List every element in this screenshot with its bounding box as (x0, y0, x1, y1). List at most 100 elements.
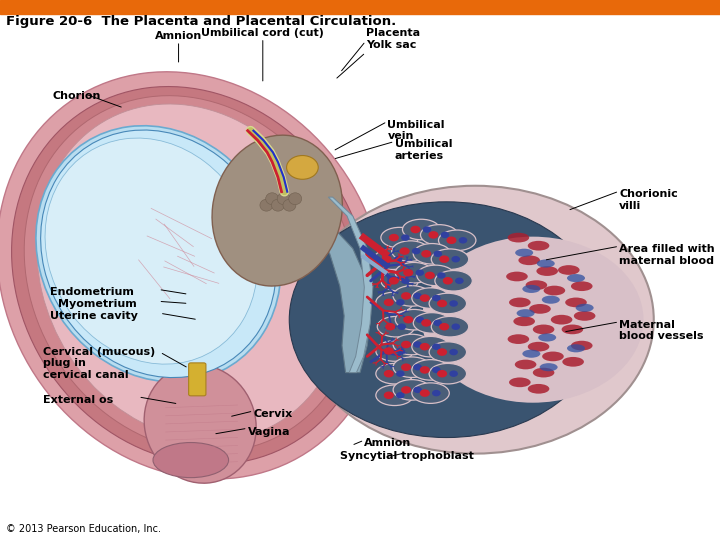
Circle shape (433, 320, 442, 326)
Ellipse shape (523, 350, 540, 358)
Circle shape (439, 323, 449, 330)
Circle shape (449, 300, 458, 307)
Ellipse shape (576, 303, 593, 312)
Circle shape (432, 295, 441, 301)
Ellipse shape (515, 360, 536, 369)
Circle shape (401, 341, 411, 348)
Circle shape (437, 370, 447, 377)
Circle shape (389, 234, 399, 241)
Text: Yolk sac: Yolk sac (366, 39, 416, 50)
Ellipse shape (537, 259, 554, 267)
Ellipse shape (438, 230, 476, 251)
Ellipse shape (542, 352, 564, 361)
Circle shape (451, 256, 460, 262)
Ellipse shape (153, 443, 229, 477)
Ellipse shape (376, 385, 413, 406)
Circle shape (439, 255, 449, 263)
Circle shape (455, 278, 464, 284)
Ellipse shape (558, 265, 580, 275)
Ellipse shape (529, 304, 551, 314)
Circle shape (400, 247, 410, 255)
Ellipse shape (412, 383, 449, 403)
Ellipse shape (429, 363, 467, 384)
Circle shape (410, 226, 420, 233)
Text: Vagina: Vagina (248, 427, 290, 437)
Ellipse shape (260, 199, 273, 211)
Ellipse shape (574, 311, 595, 321)
Circle shape (412, 248, 420, 254)
Circle shape (401, 278, 410, 284)
Text: Endometrium: Endometrium (50, 287, 134, 298)
Ellipse shape (567, 345, 585, 353)
Ellipse shape (271, 199, 284, 211)
Ellipse shape (513, 316, 535, 326)
Ellipse shape (429, 293, 467, 314)
Ellipse shape (431, 316, 469, 337)
Text: Cervical (mucous)
plug in
cervical canal: Cervical (mucous) plug in cervical canal (43, 347, 156, 380)
Ellipse shape (381, 271, 418, 291)
Ellipse shape (508, 334, 529, 344)
Ellipse shape (509, 298, 531, 307)
Ellipse shape (517, 309, 534, 318)
Text: Umbilical
arteries: Umbilical arteries (395, 139, 452, 161)
FancyBboxPatch shape (189, 363, 206, 396)
Circle shape (413, 387, 422, 393)
Circle shape (446, 237, 456, 244)
Circle shape (394, 256, 402, 262)
Circle shape (421, 250, 431, 258)
Ellipse shape (523, 285, 540, 293)
Ellipse shape (395, 309, 433, 330)
Circle shape (420, 294, 430, 302)
Circle shape (449, 370, 458, 377)
Text: Umbilical
vein: Umbilical vein (387, 120, 445, 141)
Ellipse shape (376, 341, 413, 361)
Circle shape (413, 293, 422, 299)
Text: Placenta: Placenta (366, 28, 420, 38)
Ellipse shape (395, 262, 433, 283)
Ellipse shape (381, 227, 418, 248)
Circle shape (403, 269, 413, 276)
Ellipse shape (508, 233, 529, 242)
Circle shape (423, 226, 431, 233)
Ellipse shape (393, 357, 431, 377)
Ellipse shape (377, 316, 415, 337)
Ellipse shape (539, 333, 557, 342)
Ellipse shape (509, 377, 531, 387)
Ellipse shape (12, 86, 370, 464)
Text: Amnion: Amnion (155, 31, 202, 41)
Circle shape (396, 348, 405, 354)
Ellipse shape (565, 298, 587, 307)
Ellipse shape (533, 368, 554, 377)
Polygon shape (328, 197, 373, 373)
Circle shape (384, 392, 394, 399)
Circle shape (425, 272, 435, 279)
Text: Chorion: Chorion (53, 91, 101, 101)
Circle shape (396, 299, 405, 306)
Circle shape (401, 234, 410, 241)
Ellipse shape (571, 341, 593, 350)
Circle shape (384, 347, 394, 355)
Ellipse shape (374, 249, 411, 269)
Circle shape (441, 232, 449, 238)
Circle shape (403, 316, 413, 323)
Ellipse shape (36, 126, 281, 382)
Circle shape (437, 300, 447, 307)
Circle shape (385, 323, 395, 330)
Ellipse shape (412, 288, 449, 308)
Ellipse shape (0, 72, 384, 479)
Text: Area filled with
maternal blood: Area filled with maternal blood (619, 244, 715, 266)
Circle shape (433, 251, 442, 257)
Circle shape (287, 156, 318, 179)
Ellipse shape (562, 325, 583, 334)
Text: Cervix: Cervix (253, 409, 293, 420)
Text: Myometrium: Myometrium (58, 299, 136, 309)
Ellipse shape (277, 193, 290, 205)
Circle shape (421, 319, 431, 327)
Circle shape (384, 299, 394, 306)
Circle shape (384, 370, 394, 377)
Circle shape (389, 277, 399, 285)
Ellipse shape (376, 292, 413, 313)
Circle shape (451, 323, 460, 330)
Ellipse shape (40, 130, 276, 377)
Ellipse shape (393, 380, 431, 400)
